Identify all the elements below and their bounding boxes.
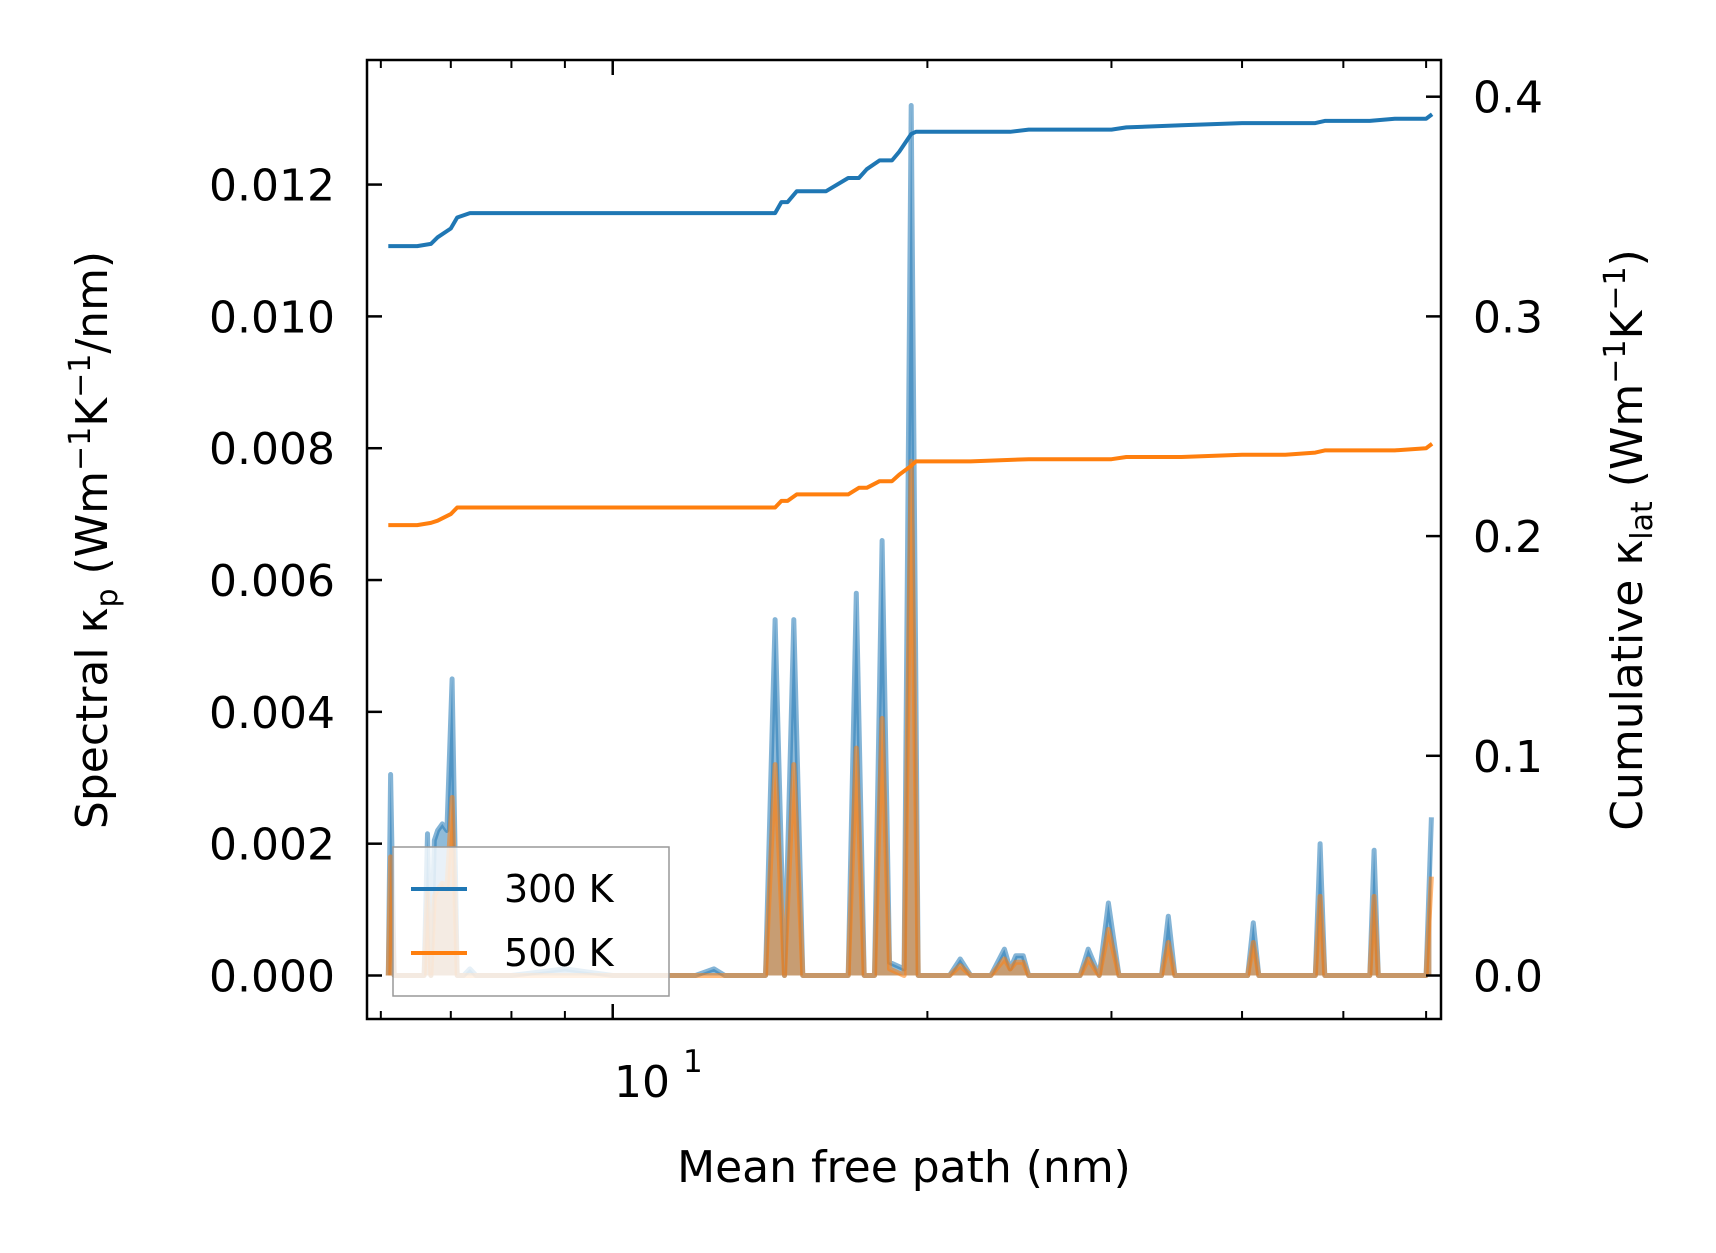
legend-label-300k: 300 K xyxy=(504,867,615,911)
left-y-label-main: Spectral κ xyxy=(67,608,118,830)
left-y-tick-label: 0.002 xyxy=(209,820,335,871)
cumulative-line-500k xyxy=(388,442,1434,528)
x-tick-label-exponent: 1 xyxy=(683,1044,703,1080)
right-y-label-main: Cumulative κ xyxy=(1602,540,1653,831)
right-y-tick-label: 0.3 xyxy=(1473,292,1543,343)
x-major-tick-label: 10 1 xyxy=(614,1044,703,1108)
left-y-label-unit-1: (Wm xyxy=(67,471,118,589)
x-tick-label-base: 10 xyxy=(614,1057,670,1108)
right-y-label-sup-1: −1 xyxy=(1598,339,1633,383)
right-y-tick-label: 0.2 xyxy=(1473,512,1543,563)
series-layer xyxy=(385,103,1434,978)
legend: 300 K 500 K xyxy=(392,846,670,997)
left-y-tick-label: 0.004 xyxy=(209,688,335,739)
right-y-label-unit-3: ) xyxy=(1602,249,1653,266)
left-y-tick-label: 0.008 xyxy=(209,424,335,475)
left-y-label-sub: p xyxy=(90,588,125,607)
right-y-label-unit-2: K xyxy=(1602,309,1653,339)
left-y-tick-label: 0.010 xyxy=(209,292,335,343)
left-y-tick-label: 0.000 xyxy=(209,951,335,1002)
right-y-tick-label: 0.4 xyxy=(1473,73,1543,124)
ticks-layer: 0.000 0.002 0.004 0.006 0.008 0.010 0.012 0.0 0.… xyxy=(209,60,1543,1019)
right-y-label-sub: lat xyxy=(1625,501,1660,540)
legend-label-500k: 500 K xyxy=(504,931,615,975)
x-axis-label: Mean free path (nm) xyxy=(677,1142,1131,1193)
left-y-axis-label: Spectral κp (Wm−1K−1/nm) xyxy=(63,251,125,829)
right-y-label-unit-1: (Wm xyxy=(1602,384,1653,502)
right-y-tick-label: 0.0 xyxy=(1473,951,1543,1002)
left-y-tick-label: 0.012 xyxy=(209,161,335,212)
left-y-label-sup-2: −1 xyxy=(63,354,98,398)
cumulative-line-300k xyxy=(388,112,1434,249)
legend-box xyxy=(392,846,670,997)
right-y-axis-label: Cumulative κlat (Wm−1K−1) xyxy=(1598,249,1660,831)
left-y-label-unit-3: /nm) xyxy=(67,251,118,354)
left-y-label-sup-1: −1 xyxy=(63,427,98,471)
right-y-tick-label: 0.1 xyxy=(1473,732,1543,783)
right-y-label-sup-2: −1 xyxy=(1598,266,1633,310)
plot-frame xyxy=(365,58,1443,1021)
left-y-tick-label: 0.006 xyxy=(209,556,335,607)
left-y-label-unit-2: K xyxy=(67,397,118,427)
